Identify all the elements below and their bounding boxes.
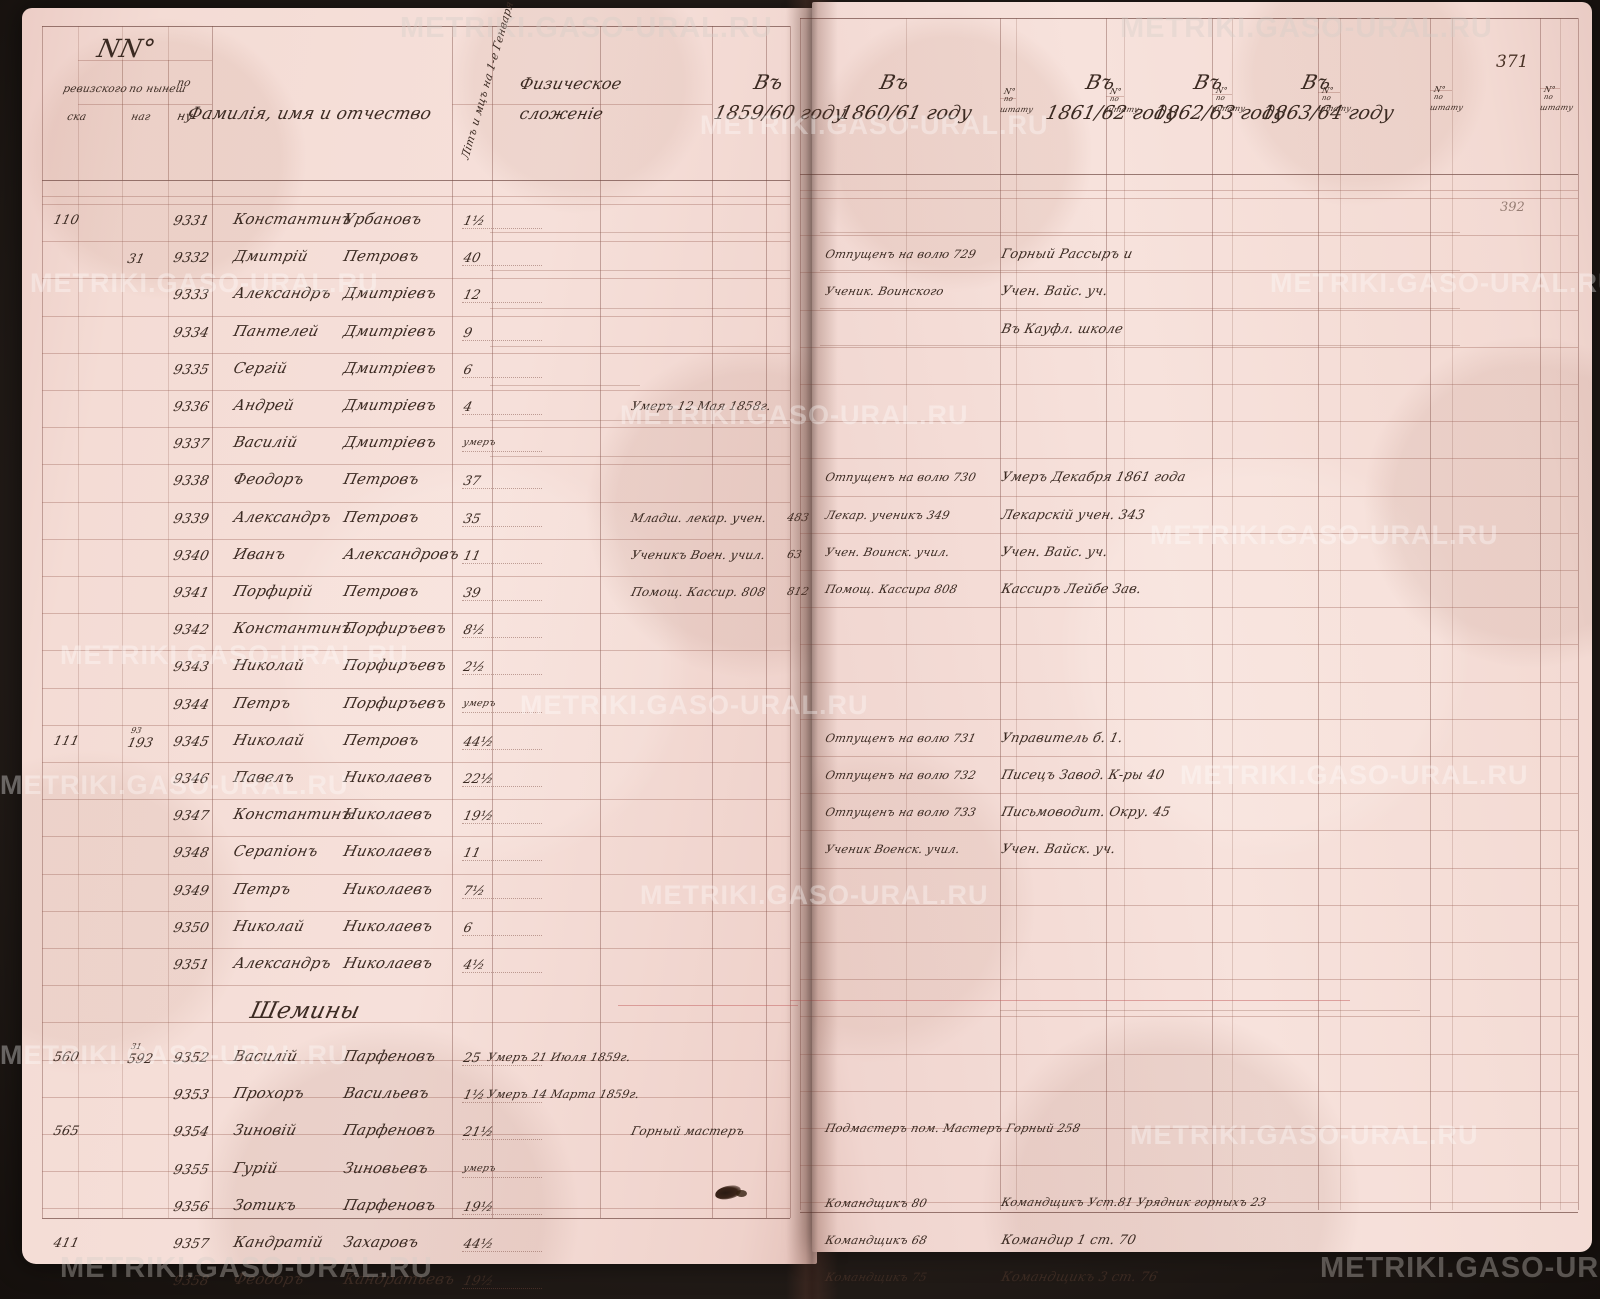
paper-texture-left <box>22 8 817 1264</box>
ink-blot-secondary <box>736 1190 747 1197</box>
ledger-right-leaf <box>812 2 1592 1252</box>
ledger-left-leaf <box>22 8 817 1264</box>
paper-texture-right <box>812 2 1592 1252</box>
